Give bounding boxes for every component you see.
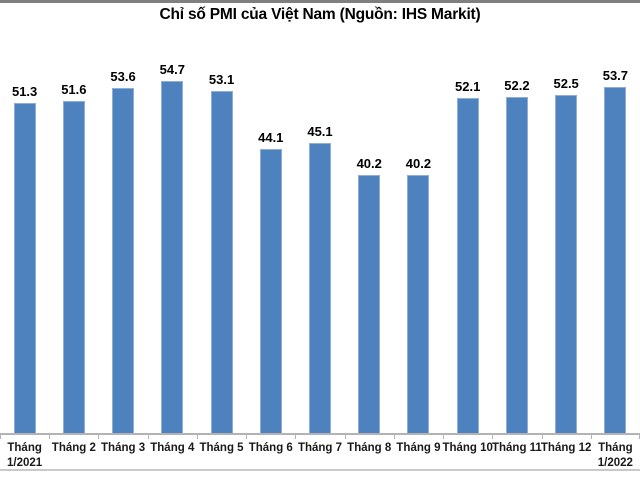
bar	[112, 88, 134, 434]
bar	[555, 95, 577, 434]
x-axis-tick-label: Tháng 1/2022	[581, 441, 640, 471]
x-axis-tick-mark	[0, 433, 1, 439]
bar	[14, 103, 36, 434]
x-axis-tick-mark	[345, 433, 346, 439]
x-axis-tick-mark	[443, 433, 444, 439]
x-axis-tick-mark	[197, 433, 198, 439]
x-axis-tick-mark	[246, 433, 247, 439]
bar	[161, 81, 183, 434]
bar	[358, 175, 380, 434]
pmi-chart-page: Chỉ số PMI của Việt Nam (Nguồn: IHS Mark…	[0, 0, 640, 480]
x-axis-tick-mark	[394, 433, 395, 439]
bar	[309, 143, 331, 434]
bar-value-label: 40.2	[388, 156, 448, 172]
x-axis-tick-mark	[98, 433, 99, 439]
bar	[63, 101, 85, 434]
x-axis-line	[0, 433, 640, 435]
plot-area: 51.351.653.654.753.144.145.140.240.252.1…	[0, 0, 640, 480]
x-axis-tick-mark	[148, 433, 149, 439]
bar	[407, 175, 429, 434]
bar	[260, 149, 282, 434]
bar	[604, 87, 626, 434]
bar	[457, 98, 479, 434]
x-axis-tick-mark	[295, 433, 296, 439]
bar-value-label: 53.7	[585, 68, 640, 84]
x-axis-tick-mark	[492, 433, 493, 439]
bar-value-label: 45.1	[290, 124, 350, 140]
bottom-border-rule	[0, 469, 640, 471]
bar	[211, 91, 233, 434]
x-axis-tick-mark	[591, 433, 592, 439]
bar	[506, 97, 528, 434]
bar-value-label: 53.1	[192, 72, 252, 88]
x-axis-tick-mark	[542, 433, 543, 439]
x-axis-tick-mark	[49, 433, 50, 439]
